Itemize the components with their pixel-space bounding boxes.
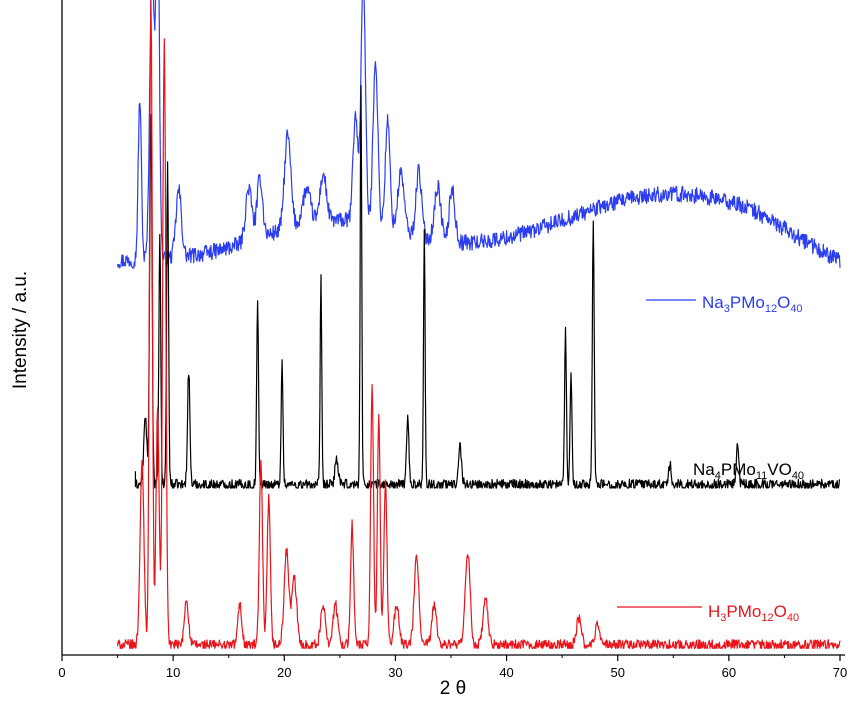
legend-label-red: H3PMo12O40 <box>708 602 799 624</box>
x-tick-label: 10 <box>166 665 180 680</box>
y-axis-title: Intensity / a.u. <box>10 271 31 389</box>
x-tick-label: 40 <box>499 665 513 680</box>
x-tick-label: 0 <box>58 665 65 680</box>
series-line-red <box>117 0 841 649</box>
x-tick-label: 30 <box>388 665 402 680</box>
legend: Na3PMo12O40 Na4PMo11VO40 H3PMo12O40 <box>617 293 804 624</box>
series-line-blue <box>117 0 841 269</box>
series-traces <box>117 0 841 649</box>
legend-label-blue: Na3PMo12O40 <box>702 293 803 315</box>
x-tick-label: 20 <box>277 665 291 680</box>
x-tick-label: 60 <box>722 665 736 680</box>
x-tick-label: 70 <box>833 665 847 680</box>
x-axis-ticks <box>61 655 841 661</box>
x-axis-title: 2 θ <box>440 678 466 699</box>
x-tick-labels: 0 10 20 30 40 50 60 70 <box>58 665 847 680</box>
series-line-black <box>134 84 841 489</box>
x-tick-label: 50 <box>610 665 624 680</box>
legend-label-black: Na4PMo11VO40 <box>693 460 804 482</box>
